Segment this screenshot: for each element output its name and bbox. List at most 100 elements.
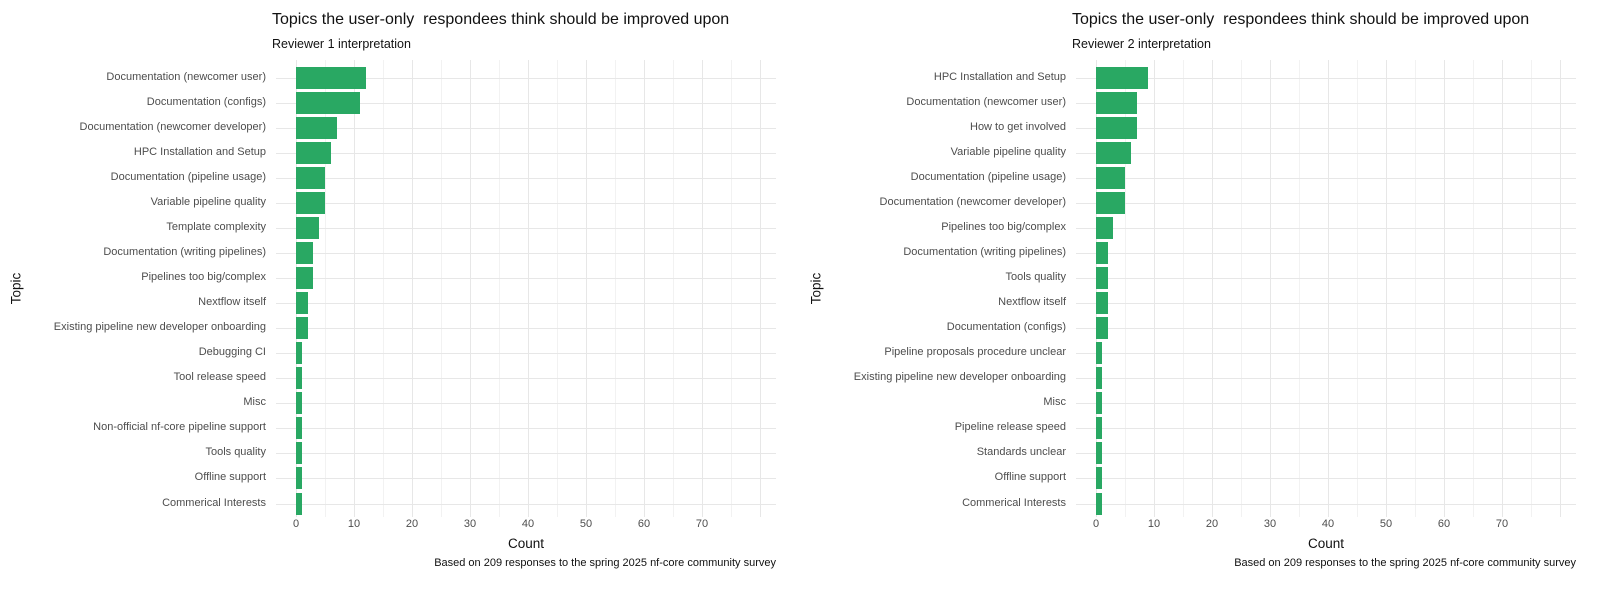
bar xyxy=(296,367,302,390)
bar xyxy=(1096,417,1102,440)
gridline-horizontal xyxy=(276,127,776,129)
gridline-horizontal xyxy=(1076,202,1576,204)
chart-subtitle: Reviewer 2 interpretation xyxy=(1072,37,1211,51)
bar xyxy=(1096,492,1102,515)
bar xyxy=(296,317,308,340)
bar xyxy=(1096,141,1131,164)
bar xyxy=(1096,216,1114,239)
y-axis-label: Existing pipeline new developer onboardi… xyxy=(53,321,266,334)
gridline-horizontal xyxy=(1076,378,1576,380)
chart-subtitle: Reviewer 1 interpretation xyxy=(272,37,411,51)
gridline-horizontal xyxy=(276,428,776,430)
gridline-vertical xyxy=(1183,60,1184,517)
bar xyxy=(1096,342,1102,365)
x-axis-title: Count xyxy=(1307,536,1345,551)
y-axis-title: Topic xyxy=(808,272,824,305)
x-tick-label: 40 xyxy=(1321,518,1335,530)
y-axis-label: Documentation (pipeline usage) xyxy=(910,170,1066,183)
y-axis-label: Template complexity xyxy=(166,220,266,233)
bar xyxy=(1096,116,1137,139)
x-tick-label: 70 xyxy=(1495,518,1509,530)
bar xyxy=(1096,442,1102,465)
chart-title: Topics the user-only respondees think sh… xyxy=(272,11,730,28)
gridline-vertical xyxy=(644,60,645,517)
gridline-vertical xyxy=(1154,60,1155,517)
bar xyxy=(1096,66,1149,89)
x-tick-label: 40 xyxy=(521,518,535,530)
gridline-horizontal xyxy=(1076,328,1576,330)
x-tick-label: 10 xyxy=(1147,518,1161,530)
y-axis-label: Standards unclear xyxy=(976,446,1066,459)
chart-title: Topics the user-only respondees think sh… xyxy=(1072,11,1530,28)
bar xyxy=(296,492,302,515)
gridline-vertical xyxy=(1473,60,1474,517)
gridline-vertical xyxy=(325,60,326,517)
gridline-horizontal xyxy=(1076,403,1576,405)
y-axis-label: Offline support xyxy=(194,471,266,484)
y-axis-label: Documentation (newcomer user) xyxy=(106,70,266,83)
gridline-horizontal xyxy=(1076,77,1576,79)
gridline-horizontal xyxy=(276,177,776,179)
x-axis-title: Count xyxy=(507,536,545,551)
gridline-vertical xyxy=(499,60,500,517)
gridline-horizontal xyxy=(276,303,776,305)
gridline-vertical xyxy=(1299,60,1300,517)
y-axis-label: HPC Installation and Setup xyxy=(933,70,1066,83)
x-tick-label: 60 xyxy=(1437,518,1451,530)
y-axis-label: Pipelines too big/complex xyxy=(941,220,1066,233)
bar xyxy=(296,166,325,189)
gridline-horizontal xyxy=(1076,428,1576,430)
y-axis-label: Commerical Interests xyxy=(162,496,266,509)
gridline-vertical xyxy=(1560,60,1561,517)
bar xyxy=(296,266,314,289)
gridline-horizontal xyxy=(276,353,776,355)
y-axis-label: Documentation (configs) xyxy=(946,321,1066,334)
gridline-vertical xyxy=(412,60,413,517)
gridline-horizontal xyxy=(1076,503,1576,505)
gridline-horizontal xyxy=(1076,152,1576,154)
gridline-vertical xyxy=(1270,60,1271,517)
x-tick-label: 0 xyxy=(1092,518,1100,530)
gridline-vertical xyxy=(586,60,587,517)
y-axis-label: Misc xyxy=(1043,396,1066,409)
x-tick-label: 0 xyxy=(292,518,300,530)
bar xyxy=(296,392,302,415)
bar xyxy=(1096,392,1102,415)
chart-caption: Based on 209 responses to the spring 202… xyxy=(1234,557,1576,569)
gridline-vertical xyxy=(1241,60,1242,517)
y-axis-label: Tool release speed xyxy=(173,371,266,384)
gridline-horizontal xyxy=(276,453,776,455)
y-axis-label: Documentation (writing pipelines) xyxy=(903,245,1066,258)
gridline-horizontal xyxy=(276,403,776,405)
bar xyxy=(1096,317,1108,340)
bar xyxy=(1096,467,1102,490)
bar xyxy=(1096,91,1137,114)
gridline-vertical xyxy=(1531,60,1532,517)
chart-caption: Based on 209 responses to the spring 202… xyxy=(434,557,776,569)
bar-chart-reviewer-2: HPC Installation and Setup Documentation … xyxy=(800,0,1600,600)
bar xyxy=(1096,367,1102,390)
x-tick-label: 20 xyxy=(1205,518,1219,530)
gridline-vertical xyxy=(470,60,471,517)
bar xyxy=(296,241,314,264)
gridline-vertical xyxy=(1328,60,1329,517)
y-axis-label: Nextflow itself xyxy=(998,296,1066,309)
gridline-horizontal xyxy=(276,152,776,154)
gridline-vertical xyxy=(702,60,703,517)
gridline-horizontal xyxy=(1076,227,1576,229)
gridline-horizontal xyxy=(1076,453,1576,455)
x-tick-label: 50 xyxy=(579,518,593,530)
plot-panel-reviewer-1: Documentation (newcomer user) Documentati… xyxy=(53,60,776,530)
x-tick-label: 30 xyxy=(463,518,477,530)
gridline-vertical xyxy=(1502,60,1503,517)
x-tick-label: 30 xyxy=(1263,518,1277,530)
y-axis-label: Pipeline release speed xyxy=(954,421,1066,434)
gridline-horizontal xyxy=(276,503,776,505)
x-tick-label: 50 xyxy=(1379,518,1393,530)
gridline-horizontal xyxy=(276,328,776,330)
y-axis-label: Pipelines too big/complex xyxy=(141,270,266,283)
gridline-horizontal xyxy=(1076,177,1576,179)
gridline-horizontal xyxy=(1076,303,1576,305)
y-axis-label: Commerical Interests xyxy=(962,496,1066,509)
